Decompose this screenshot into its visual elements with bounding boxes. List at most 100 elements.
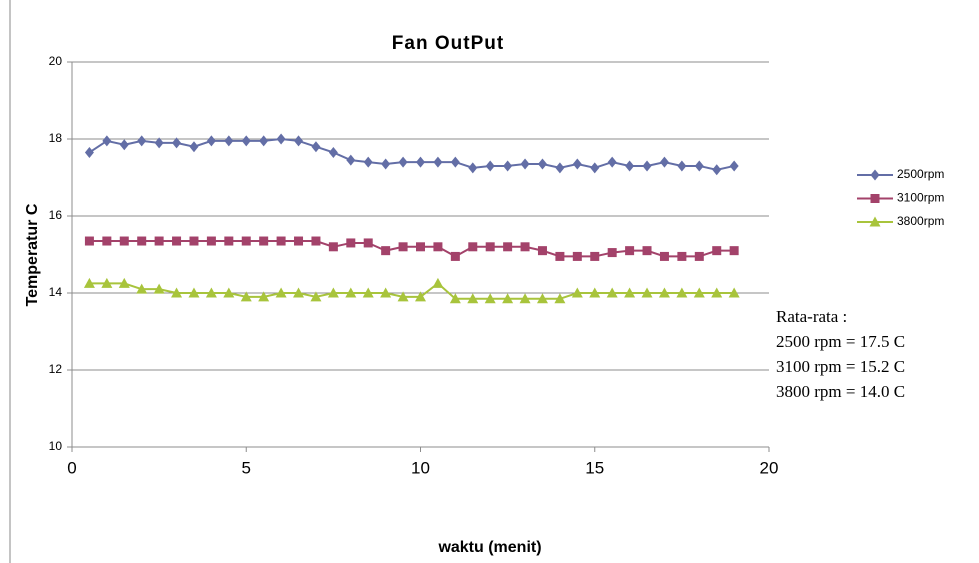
marker — [643, 246, 652, 255]
marker — [712, 164, 721, 175]
marker — [503, 242, 512, 251]
legend-label: 3800rpm — [897, 214, 944, 228]
marker — [85, 147, 94, 158]
marker — [608, 248, 617, 257]
marker — [137, 237, 146, 246]
marker — [590, 252, 599, 261]
marker — [555, 162, 564, 173]
marker — [364, 238, 373, 247]
marker — [590, 162, 599, 173]
x-tick-label: 0 — [67, 458, 76, 477]
marker — [102, 237, 111, 246]
x-tick-label: 10 — [411, 458, 430, 477]
y-tick-label: 14 — [49, 285, 63, 299]
x-tick-label: 20 — [760, 458, 779, 477]
marker — [172, 237, 181, 246]
marker — [120, 139, 129, 150]
marker — [294, 135, 303, 146]
marker — [468, 242, 477, 251]
marker — [871, 194, 880, 203]
marker — [137, 135, 146, 146]
marker — [277, 134, 286, 145]
marker — [102, 135, 111, 146]
marker — [381, 246, 390, 255]
marker — [433, 157, 442, 168]
marker — [730, 160, 739, 171]
marker — [695, 252, 704, 261]
marker — [730, 246, 739, 255]
series-line — [89, 283, 734, 298]
marker — [573, 252, 582, 261]
marker — [451, 157, 460, 168]
marker — [555, 252, 564, 261]
marker — [660, 252, 669, 261]
marker — [381, 159, 390, 170]
marker — [416, 242, 425, 251]
x-tick-label: 5 — [242, 458, 251, 477]
marker — [573, 159, 582, 170]
marker — [399, 242, 408, 251]
marker — [207, 237, 216, 246]
marker — [329, 147, 338, 158]
series-line — [89, 139, 734, 170]
marker — [155, 237, 164, 246]
marker — [189, 237, 198, 246]
legend-label: 2500rpm — [897, 167, 944, 181]
x-axis-label: waktu (menit) — [437, 539, 541, 556]
marker — [120, 237, 129, 246]
marker — [677, 252, 686, 261]
marker — [294, 237, 303, 246]
marker — [242, 237, 251, 246]
marker — [399, 157, 408, 168]
marker — [346, 155, 355, 166]
legend-label: 3100rpm — [897, 191, 944, 205]
marker — [346, 238, 355, 247]
marker — [416, 157, 425, 168]
x-tick-label: 15 — [585, 458, 604, 477]
marker — [521, 242, 530, 251]
y-tick-label: 18 — [49, 131, 63, 145]
marker — [677, 160, 686, 171]
y-tick-label: 10 — [49, 439, 63, 453]
chart-title: Fan OutPut — [392, 33, 504, 54]
y-tick-label: 12 — [49, 362, 63, 376]
marker — [329, 242, 338, 251]
y-axis-label: Temperatur C — [24, 203, 41, 306]
y-tick-label: 16 — [49, 208, 63, 222]
marker — [207, 135, 216, 146]
marker — [451, 252, 460, 261]
marker — [259, 237, 268, 246]
marker — [538, 159, 547, 170]
marker — [695, 160, 704, 171]
marker — [503, 160, 512, 171]
chart: Fan OutPut waktu (menit) Temperatur C 10… — [0, 0, 979, 563]
marker — [625, 160, 634, 171]
marker — [277, 237, 286, 246]
series-line — [89, 241, 734, 256]
marker — [85, 237, 94, 246]
marker — [521, 159, 530, 170]
marker — [625, 246, 634, 255]
marker — [189, 141, 198, 152]
annotation: 3100 rpm = 15.2 C — [776, 357, 905, 376]
marker — [486, 242, 495, 251]
marker — [712, 246, 721, 255]
marker — [660, 157, 669, 168]
marker — [433, 242, 442, 251]
annotation: Rata-rata : — [776, 307, 847, 326]
marker — [643, 160, 652, 171]
marker — [538, 246, 547, 255]
marker — [224, 237, 233, 246]
marker — [432, 278, 443, 288]
marker — [259, 135, 268, 146]
marker — [608, 157, 617, 168]
marker — [311, 237, 320, 246]
marker — [871, 170, 880, 181]
y-tick-label: 20 — [49, 54, 63, 68]
marker — [364, 157, 373, 168]
marker — [242, 135, 251, 146]
marker — [311, 141, 320, 152]
annotation: 2500 rpm = 17.5 C — [776, 332, 905, 351]
marker — [486, 160, 495, 171]
marker — [468, 162, 477, 173]
